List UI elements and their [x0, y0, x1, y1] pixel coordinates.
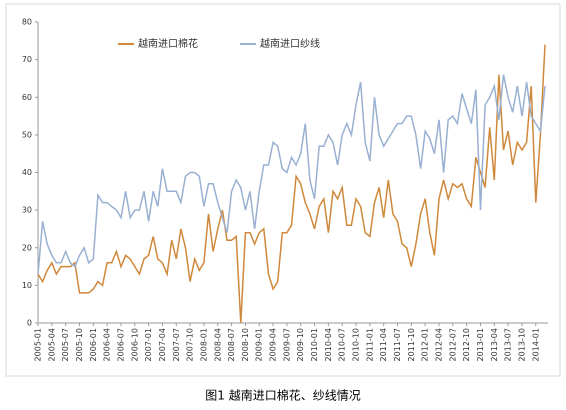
legend-label: 越南进口棉花 — [138, 37, 198, 50]
x-tick-label: 2006-07 — [116, 328, 125, 361]
y-tick-label: 70 — [22, 55, 32, 64]
x-tick-label: 2009-07 — [282, 328, 291, 361]
x-tick-label: 2009-01 — [255, 328, 264, 361]
y-tick-label: 50 — [22, 130, 32, 139]
x-tick-label: 2013-10 — [517, 328, 526, 361]
y-tick-label: 80 — [22, 18, 32, 27]
x-tick-label: 2010-04 — [324, 328, 333, 361]
line-series — [37, 74, 546, 275]
y-tick-label: 0 — [27, 319, 32, 328]
x-tick-label: 2011-01 — [365, 328, 374, 361]
x-tick-label: 2008-10 — [241, 328, 250, 361]
x-tick-label: 2011-07 — [393, 328, 402, 361]
y-tick-label: 40 — [22, 168, 32, 177]
x-tick-label: 2007-04 — [158, 328, 167, 361]
x-tick-label: 2008-07 — [227, 328, 236, 361]
x-tick-label: 2007-01 — [144, 328, 153, 361]
x-tick-label: 2006-10 — [130, 328, 139, 361]
x-tick-label: 2006-01 — [89, 328, 98, 361]
x-tick-label: 2006-04 — [103, 328, 112, 361]
caption: 图1 越南进口棉花、纱线情况 — [205, 388, 360, 403]
x-tick-label: 2010-07 — [338, 328, 347, 361]
x-tick-label: 2012-10 — [462, 328, 471, 361]
y-tick-label: 60 — [22, 93, 32, 102]
x-tick-label: 2008-01 — [199, 328, 208, 361]
x-tick-label: 2010-01 — [310, 328, 319, 361]
y-tick-label: 10 — [22, 281, 32, 290]
x-tick-label: 2011-04 — [379, 328, 388, 361]
x-tick-label: 2014-01 — [531, 328, 540, 361]
x-tick-label: 2013-01 — [476, 328, 485, 361]
x-tick-label: 2007-10 — [186, 328, 195, 361]
x-tick-label: 2012-01 — [421, 328, 430, 361]
x-tick-label: 2012-07 — [448, 328, 457, 361]
x-tick-label: 2007-07 — [172, 328, 181, 361]
line-series — [37, 44, 546, 324]
x-tick-label: 2013-07 — [504, 328, 513, 361]
x-tick-label: 2013-04 — [490, 328, 499, 361]
y-tick-label: 20 — [22, 243, 32, 252]
x-tick-label: 2010-10 — [352, 328, 361, 361]
x-tick-label: 2011-10 — [407, 328, 416, 361]
x-tick-label: 2005-01 — [34, 328, 43, 361]
x-tick-label: 2009-04 — [269, 328, 278, 361]
x-tick-label: 2005-07 — [61, 328, 70, 361]
x-tick-label: 2009-10 — [296, 328, 305, 361]
x-tick-label: 2008-04 — [213, 328, 222, 361]
x-tick-label: 2012-04 — [434, 328, 443, 361]
x-tick-label: 2005-04 — [47, 328, 56, 361]
chart-frame — [5, 3, 561, 377]
y-tick-label: 30 — [22, 206, 32, 215]
x-tick-label: 2005-10 — [75, 328, 84, 361]
legend-label: 越南进口纱线 — [260, 37, 320, 50]
